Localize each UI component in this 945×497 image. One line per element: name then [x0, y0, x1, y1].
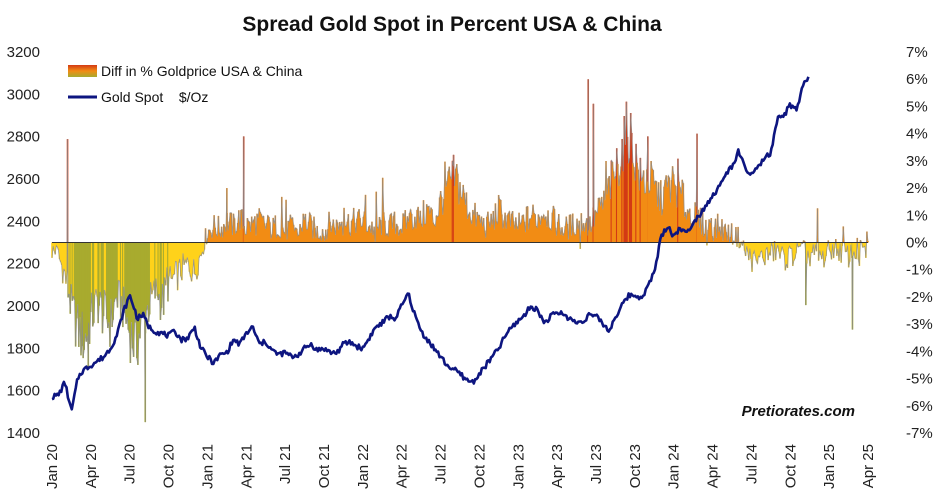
x-tick-label: Apr 25: [860, 444, 877, 488]
x-tick-label: Jan 23: [510, 444, 527, 489]
legend-swatch-spread: [68, 65, 97, 77]
x-tick-label: Jul 23: [588, 444, 605, 484]
y-axis-right: -7% -6% -5% -4% -3% -2% -1% 0% 1% 2% 3% 4% 5% 6% 7%: [906, 44, 933, 442]
watermark-brand: Pretiorates.com: [742, 403, 855, 420]
chart-title: Spread Gold Spot in Percent USA & China: [242, 13, 662, 36]
x-tick-label: Jul 21: [277, 444, 294, 484]
y-right-tick-label: -2%: [906, 289, 933, 306]
y-axis-left: 1400 1600 1800 2000 2200 2400 2600 2800 3000 3200: [7, 44, 40, 442]
x-tick-label: Jan 24: [666, 444, 683, 489]
y-right-tick-label: -3%: [906, 316, 933, 333]
legend-label-spread: Diff in % Goldprice USA & China: [101, 63, 302, 79]
legend-label-gold: Gold Spot $/Oz: [101, 89, 208, 105]
spread-area-series: [51, 79, 869, 423]
y-left-tick-label: 2000: [7, 298, 40, 315]
legend: Diff in % Goldprice USA & China Gold Spo…: [68, 63, 302, 105]
x-tick-label: Jul 24: [743, 444, 760, 484]
y-left-tick-label: 2600: [7, 171, 40, 188]
y-left-tick-label: 3000: [7, 86, 40, 103]
x-tick-label: Jan 22: [355, 444, 372, 489]
x-tick-label: Jan 20: [44, 444, 61, 489]
x-tick-label: Oct 24: [782, 444, 799, 488]
x-tick-label: Oct 23: [627, 444, 644, 488]
y-left-tick-label: 2800: [7, 129, 40, 146]
y-right-tick-label: -6%: [906, 398, 933, 415]
y-right-tick-label: -1%: [906, 262, 933, 279]
x-tick-label: Apr 21: [238, 444, 255, 488]
y-right-tick-label: -7%: [906, 425, 933, 442]
y-right-tick-label: 6%: [906, 71, 928, 88]
y-left-tick-label: 1400: [7, 425, 40, 442]
y-left-tick-label: 1600: [7, 383, 40, 400]
x-tick-label: Jul 20: [122, 444, 139, 484]
gold-spot-line: [51, 76, 810, 411]
y-right-tick-label: 2%: [906, 180, 928, 197]
y-left-tick-label: 3200: [7, 44, 40, 61]
x-axis: Jan 20 Apr 20 Jul 20 Oct 20 Jan 21 Apr 21 Jul …: [44, 444, 877, 489]
x-tick-label: Apr 20: [83, 444, 100, 488]
x-tick-label: Oct 20: [161, 444, 178, 488]
y-right-tick-label: -5%: [906, 371, 933, 388]
x-tick-label: Oct 21: [316, 444, 333, 488]
y-right-tick-label: -4%: [906, 343, 933, 360]
y-right-tick-label: 0%: [906, 235, 928, 252]
x-tick-label: Jul 22: [433, 444, 450, 484]
y-right-tick-label: 7%: [906, 44, 928, 61]
y-left-tick-label: 1800: [7, 340, 40, 357]
y-right-tick-label: 5%: [906, 98, 928, 115]
y-right-tick-label: 4%: [906, 126, 928, 143]
x-tick-label: Jan 21: [199, 444, 216, 489]
spread-outline: [51, 79, 869, 423]
x-tick-label: Apr 24: [705, 444, 722, 488]
y-right-tick-label: 1%: [906, 207, 928, 224]
y-left-tick-label: 2400: [7, 213, 40, 230]
x-tick-label: Oct 22: [471, 444, 488, 488]
x-tick-label: Apr 22: [394, 444, 411, 488]
x-tick-label: Apr 23: [549, 444, 566, 488]
y-left-tick-label: 2200: [7, 256, 40, 273]
y-right-tick-label: 3%: [906, 153, 928, 170]
gold-spot-series: [51, 76, 810, 411]
x-tick-label: Jan 25: [821, 444, 838, 489]
